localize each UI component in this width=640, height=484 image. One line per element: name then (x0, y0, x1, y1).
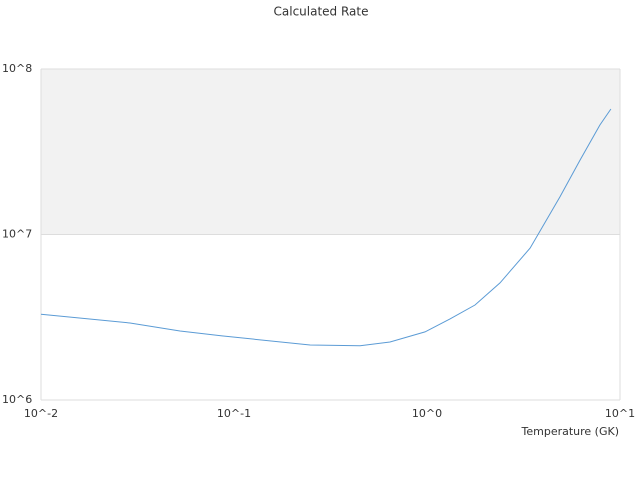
x-axis-label: Temperature (GK) (521, 425, 620, 438)
y-tick-label: 10^7 (2, 228, 32, 241)
y-tick-label: 10^8 (2, 62, 32, 75)
x-tick-label: 10^0 (412, 407, 442, 420)
chart-title: Calculated Rate (274, 5, 369, 19)
y-tick-label: 10^6 (2, 393, 32, 406)
x-tick-label: 10^1 (605, 407, 635, 420)
x-tick-label: 10^-1 (217, 407, 251, 420)
x-tick-label: 10^-2 (24, 407, 58, 420)
data-line (40, 108, 612, 347)
plot-band (41, 69, 620, 235)
